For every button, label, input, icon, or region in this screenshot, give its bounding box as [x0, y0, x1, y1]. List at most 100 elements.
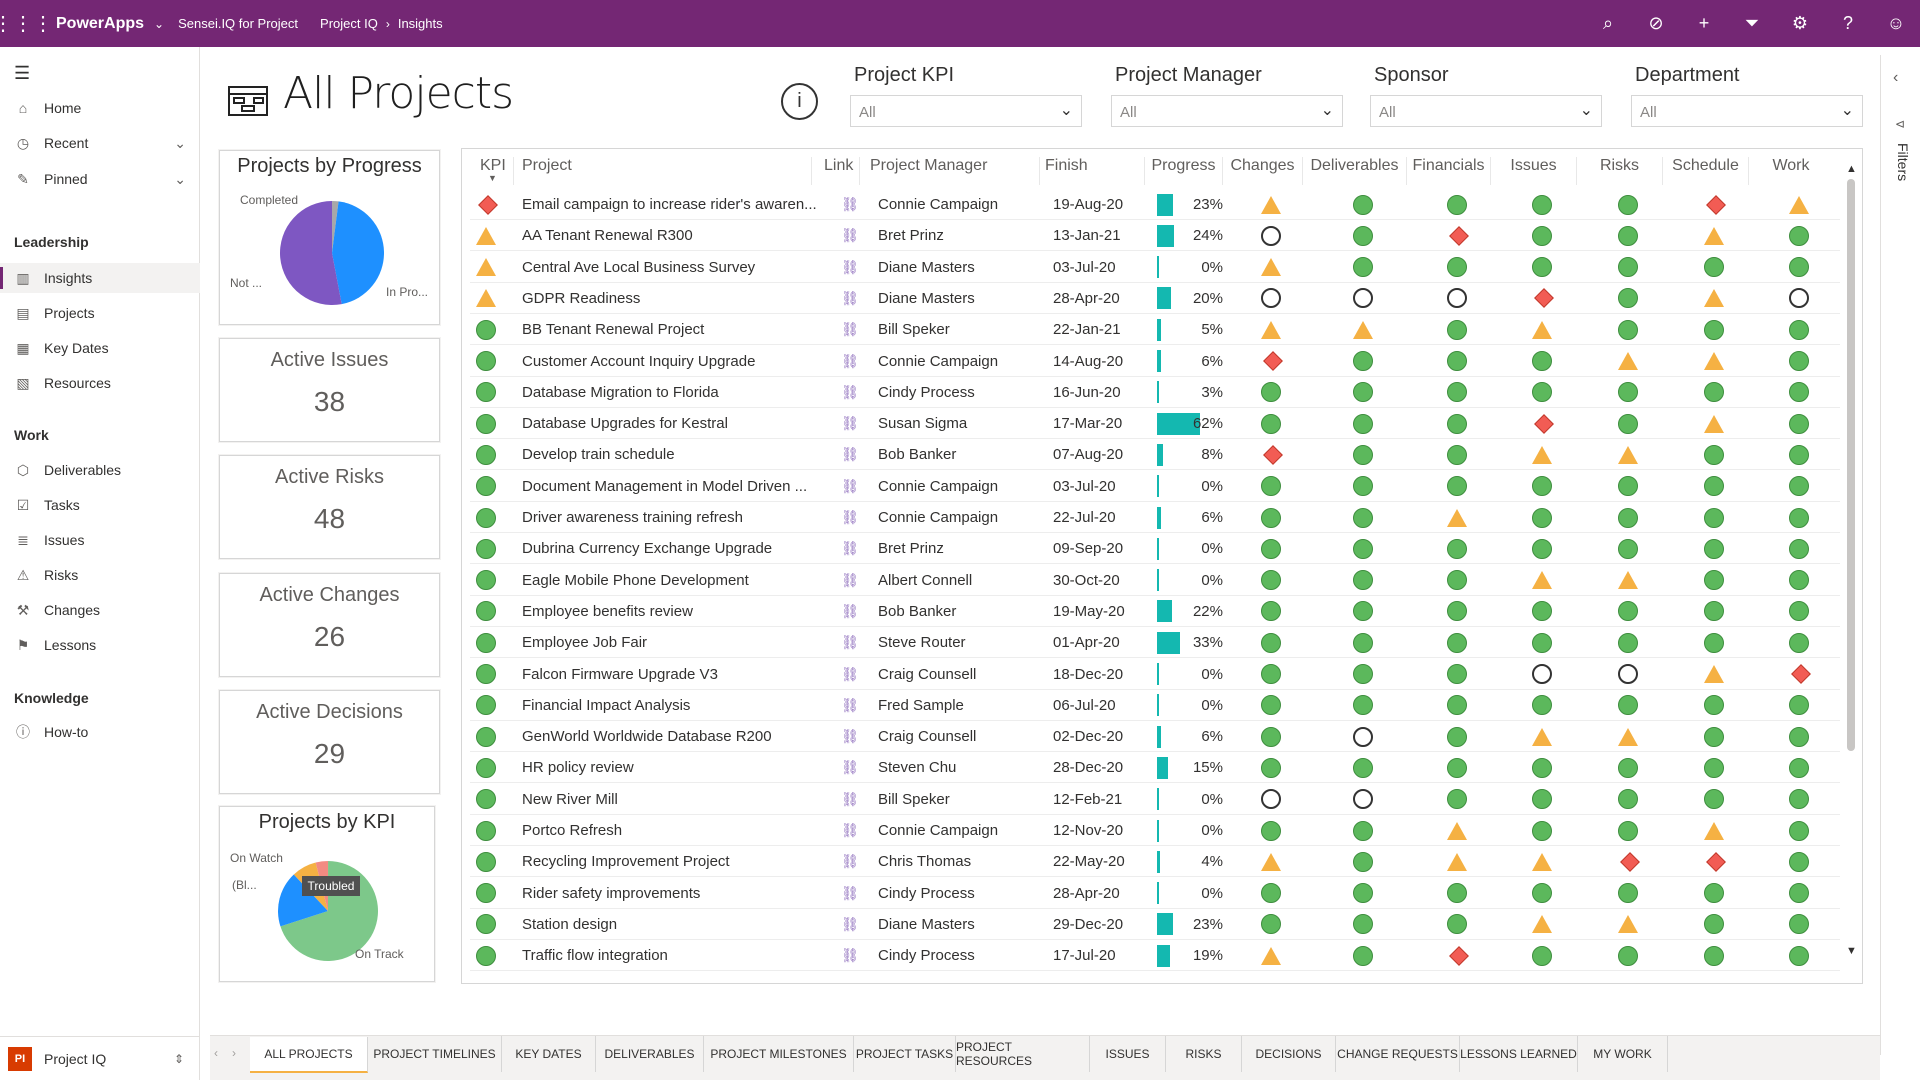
- cell-project[interactable]: Recycling Improvement Project: [522, 853, 730, 871]
- cell-link[interactable]: ⛓: [832, 533, 868, 564]
- col-header-project[interactable]: Project: [522, 157, 812, 185]
- link-icon[interactable]: ⛓: [841, 540, 859, 557]
- col-header-schedule[interactable]: Schedule: [1663, 157, 1749, 185]
- nav-home[interactable]: ⌂ Home: [0, 93, 200, 123]
- link-icon[interactable]: ⛓: [841, 947, 859, 964]
- cell-project[interactable]: GDPR Readiness: [522, 289, 641, 307]
- pie-slice-completed[interactable]: [332, 201, 339, 253]
- cell-project[interactable]: Database Upgrades for Kestral: [522, 415, 728, 433]
- powerapps-brand[interactable]: PowerApps: [56, 14, 145, 32]
- tab-issues[interactable]: ISSUES: [1090, 1036, 1166, 1072]
- link-icon[interactable]: ⛓: [841, 759, 859, 776]
- app-launcher-icon[interactable]: ⋮⋮⋮: [0, 13, 53, 35]
- link-icon[interactable]: ⛓: [841, 321, 859, 338]
- task-check-icon[interactable]: ⊘: [1648, 13, 1664, 33]
- tab-scroll-left-icon[interactable]: ‹: [214, 1046, 218, 1060]
- cell-link[interactable]: ⛓: [832, 815, 868, 846]
- tab-project-resources[interactable]: PROJECT RESOURCES: [956, 1036, 1090, 1072]
- table-row[interactable]: GDPR Readiness ⛓ Diane Masters 28-Apr-20 20%: [470, 283, 1840, 314]
- chevron-left-icon[interactable]: ‹: [1893, 69, 1899, 86]
- link-icon[interactable]: ⛓: [841, 571, 859, 588]
- chevron-down-icon[interactable]: ⌄: [174, 134, 186, 151]
- cell-project[interactable]: Rider safety improvements: [522, 884, 701, 902]
- tab-risks[interactable]: RISKS: [1166, 1036, 1242, 1072]
- link-icon[interactable]: ⛓: [841, 383, 859, 400]
- pie-slice-in-pro-[interactable]: [280, 201, 342, 305]
- cell-link[interactable]: ⛓: [832, 471, 868, 502]
- link-icon[interactable]: ⛓: [841, 415, 859, 432]
- cell-link[interactable]: ⛓: [832, 314, 868, 345]
- tab-scroll-right-icon[interactable]: ›: [232, 1046, 236, 1060]
- col-header-risks[interactable]: Risks: [1577, 157, 1663, 185]
- link-icon[interactable]: ⛓: [841, 728, 859, 745]
- table-row[interactable]: HR policy review ⛓ Steven Chu 28-Dec-20 15%: [470, 752, 1840, 784]
- filter-icon[interactable]: ⏷: [1744, 13, 1760, 33]
- card-active-changes[interactable]: Active Changes 26: [219, 573, 440, 677]
- link-icon[interactable]: ⛓: [841, 665, 859, 682]
- cell-project[interactable]: Database Migration to Florida: [522, 383, 719, 401]
- table-row[interactable]: Recycling Improvement Project ⛓ Chris Thom…: [470, 846, 1840, 878]
- table-row[interactable]: BB Tenant Renewal Project ⛓ Bill Speker 22-…: [470, 314, 1840, 346]
- table-row[interactable]: Station design ⛓ Diane Masters 29-Dec-20 23%: [470, 909, 1840, 940]
- link-icon[interactable]: ⛓: [841, 289, 859, 306]
- cell-link[interactable]: ⛓: [832, 721, 868, 752]
- tab-change-requests[interactable]: CHANGE REQUESTS: [1336, 1036, 1460, 1072]
- nav-key-dates[interactable]: ▦ Key Dates: [0, 333, 200, 363]
- table-row[interactable]: GenWorld Worldwide Database R200 ⛓ Craig C…: [470, 721, 1840, 753]
- breadcrumb-insights[interactable]: Insights: [397, 16, 443, 31]
- table-row[interactable]: Database Upgrades for Kestral ⛓ Susan Sigm…: [470, 408, 1840, 440]
- link-icon[interactable]: ⛓: [841, 884, 859, 901]
- chevron-down-icon[interactable]: ⌄: [174, 170, 186, 187]
- tab-all-projects[interactable]: ALL PROJECTS: [250, 1037, 368, 1073]
- cell-project[interactable]: Central Ave Local Business Survey: [522, 258, 756, 276]
- col-header-progress[interactable]: Progress: [1145, 157, 1223, 185]
- nav-issues[interactable]: ≣ Issues: [0, 525, 200, 555]
- cell-link[interactable]: ⛓: [832, 502, 868, 533]
- progress-pie-chart[interactable]: Completed Not ... In Pro...: [220, 189, 441, 319]
- tab-decisions[interactable]: DECISIONS: [1242, 1036, 1336, 1072]
- table-row[interactable]: Rider safety improvements ⛓ Cindy Process 2…: [470, 878, 1840, 909]
- nav-risks[interactable]: ⚠ Risks: [0, 560, 200, 590]
- filters-pane-label[interactable]: Filters: [1895, 143, 1911, 182]
- table-row[interactable]: New River Mill ⛓ Bill Speker 12-Feb-21 0%: [470, 784, 1840, 815]
- col-header-link[interactable]: Link: [824, 157, 860, 185]
- help-icon[interactable]: ?: [1842, 13, 1853, 33]
- table-row[interactable]: Employee Job Fair ⛓ Steve Router 01-Apr-20 3…: [470, 627, 1840, 659]
- col-header-issues[interactable]: Issues: [1491, 157, 1577, 185]
- nav-how-to[interactable]: ⓘ How-to: [0, 717, 200, 747]
- cell-project[interactable]: Employee benefits review: [522, 602, 693, 620]
- table-row[interactable]: Portco Refresh ⛓ Connie Campaign 12-Nov-20 0…: [470, 815, 1840, 846]
- col-header-changes[interactable]: Changes: [1223, 157, 1303, 185]
- filter-project-kpi-select[interactable]: All ⌄: [850, 95, 1082, 127]
- card-active-issues[interactable]: Active Issues 38: [219, 338, 440, 442]
- table-row[interactable]: Financial Impact Analysis ⛓ Fred Sample 06-…: [470, 690, 1840, 721]
- table-row[interactable]: Driver awareness training refresh ⛓ Connie…: [470, 502, 1840, 533]
- link-icon[interactable]: ⛓: [841, 446, 859, 463]
- cell-project[interactable]: AA Tenant Renewal R300: [522, 227, 693, 245]
- nav-changes[interactable]: ⚒ Changes: [0, 595, 200, 625]
- cell-link[interactable]: ⛓: [832, 439, 868, 470]
- link-icon[interactable]: ⛓: [841, 509, 859, 525]
- col-header-work[interactable]: Work: [1772, 157, 1810, 174]
- tab-project-tasks[interactable]: PROJECT TASKS: [854, 1036, 956, 1072]
- link-icon[interactable]: ⛓: [841, 634, 859, 651]
- tab-project-milestones[interactable]: PROJECT MILESTONES: [704, 1036, 854, 1072]
- cell-project[interactable]: New River Mill: [522, 790, 618, 808]
- cell-project[interactable]: Station design: [522, 915, 618, 933]
- cell-link[interactable]: ⛓: [832, 878, 868, 909]
- cell-project[interactable]: Falcon Firmware Upgrade V3: [522, 665, 718, 683]
- search-icon[interactable]: ⌕: [1602, 13, 1614, 33]
- cell-project[interactable]: Traffic flow integration: [522, 947, 668, 965]
- cell-link[interactable]: ⛓: [832, 252, 868, 283]
- tab-key-dates[interactable]: KEY DATES: [502, 1036, 596, 1072]
- chevron-down-icon[interactable]: ⌄: [154, 16, 165, 31]
- cell-link[interactable]: ⛓: [832, 283, 868, 314]
- nav-lessons[interactable]: ⚑ Lessons: [0, 630, 200, 660]
- cell-link[interactable]: ⛓: [832, 220, 868, 251]
- plus-icon[interactable]: +: [1698, 13, 1710, 33]
- cell-link[interactable]: ⛓: [832, 189, 868, 220]
- link-icon[interactable]: ⛓: [841, 822, 859, 838]
- cell-link[interactable]: ⛓: [832, 565, 868, 596]
- scrollbar-thumb[interactable]: [1847, 179, 1855, 751]
- cell-link[interactable]: ⛓: [832, 627, 868, 658]
